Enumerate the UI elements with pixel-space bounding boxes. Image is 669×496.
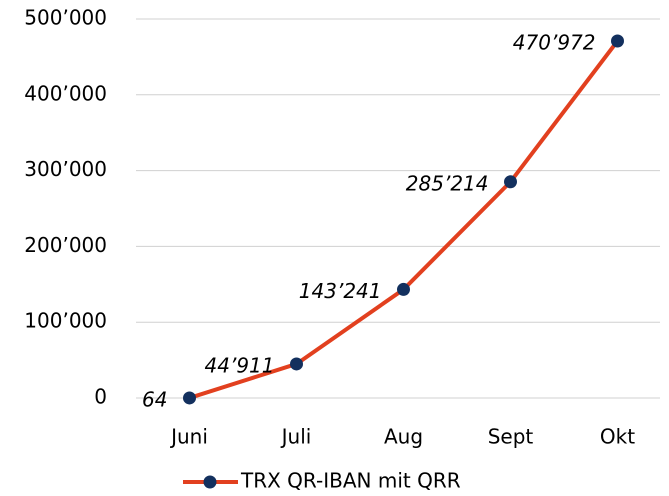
y-tick-label: 500’000 [24,6,107,30]
marker [397,282,410,296]
marker [183,391,196,405]
legend-marker [203,475,217,489]
y-tick-label: 0 [94,385,107,409]
y-tick-label: 100’000 [24,309,107,333]
data-label: 64 [142,387,167,411]
y-tick-label: 300’000 [24,157,107,181]
data-label: 285’214 [406,171,489,195]
legend-label: TRX QR-IBAN mit QRR [240,469,461,493]
marker [504,175,517,189]
x-tick-label: Sept [488,425,534,449]
x-tick-label: Okt [600,425,635,449]
data-label: 44’911 [205,353,275,377]
x-tick-label: Aug [384,425,423,449]
data-label: 470’972 [513,31,596,55]
x-tick-label: Juli [280,425,312,449]
x-tick-label: Juni [169,425,208,449]
marker [611,34,624,48]
marker [290,357,303,371]
y-tick-label: 200’000 [24,233,107,257]
data-label: 143’241 [299,279,382,303]
y-tick-label: 400’000 [24,81,107,105]
